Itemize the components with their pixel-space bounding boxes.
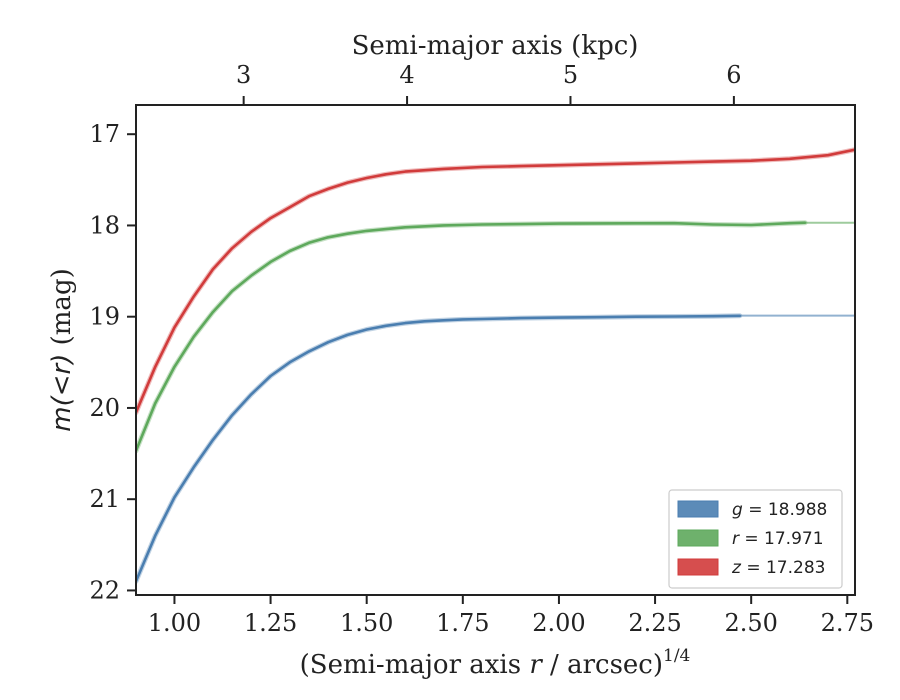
legend-swatch-r <box>677 529 719 547</box>
legend-swatch-g <box>677 500 719 518</box>
legend-var: r <box>732 529 740 549</box>
x-axis-title-suffix: / arcsec) <box>542 650 663 680</box>
y-axis-title: m(<r) (mag) <box>47 268 77 431</box>
legend-label-r: r = 17.971 <box>732 529 824 549</box>
series-line-r <box>136 221 807 453</box>
series-band-r <box>136 220 808 454</box>
legend-swatch-z <box>677 558 719 576</box>
plot-frame <box>135 104 856 596</box>
y-tick-label: 20 <box>89 394 120 422</box>
y-tick-label: 19 <box>89 303 120 331</box>
axes: 1.00 1.25 1.50 1.75 2.00 2.25 2.50 2.75 17 18 19 20… <box>89 61 874 637</box>
x-tick-label: 1.25 <box>244 609 297 637</box>
x-axis-title-exponent: 1/4 <box>663 646 690 666</box>
y-axis-title-math: m(<r) <box>47 354 77 432</box>
x-axis-title-prefix: (Semi-major axis <box>300 650 530 680</box>
x-tick-label: 2.00 <box>532 609 585 637</box>
top-x-tick-label: 6 <box>726 61 741 89</box>
legend-label-g: g = 18.988 <box>732 500 827 520</box>
x-tick-label: 2.25 <box>628 609 681 637</box>
y-tick-label: 22 <box>89 576 120 604</box>
x-tick-label: 2.50 <box>724 609 777 637</box>
legend-var: z <box>731 558 742 578</box>
top-x-tick-label: 4 <box>399 61 414 89</box>
x-axis-title: (Semi-major axis r / arcsec)1/4 <box>300 646 691 680</box>
x-tick-label: 1.50 <box>340 609 393 637</box>
plot-area <box>136 147 855 584</box>
top-x-axis-title: Semi-major axis (kpc) <box>352 31 639 61</box>
x-axis-title-var: r <box>529 650 543 680</box>
y-tick-label: 21 <box>89 485 120 513</box>
y-tick-label: 18 <box>89 211 120 239</box>
legend-var: g <box>732 500 743 520</box>
legend-value: = 17.283 <box>741 558 826 578</box>
legend-value: = 17.971 <box>739 529 824 549</box>
series-group <box>136 147 855 584</box>
y-tick-label: 17 <box>89 120 120 148</box>
series-line-g <box>136 314 741 583</box>
top-x-tick-label: 5 <box>563 61 578 89</box>
y-axis-title-unit: (mag) <box>47 268 77 353</box>
legend-value: = 18.988 <box>743 500 828 520</box>
top-x-tick-label: 3 <box>236 61 251 89</box>
x-tick-label: 1.00 <box>148 609 201 637</box>
series-line-z <box>136 148 855 414</box>
x-tick-label: 1.75 <box>436 609 489 637</box>
series-band-g <box>136 313 743 584</box>
legend-label-z: z = 17.283 <box>731 558 825 578</box>
x-tick-label: 2.75 <box>821 609 874 637</box>
